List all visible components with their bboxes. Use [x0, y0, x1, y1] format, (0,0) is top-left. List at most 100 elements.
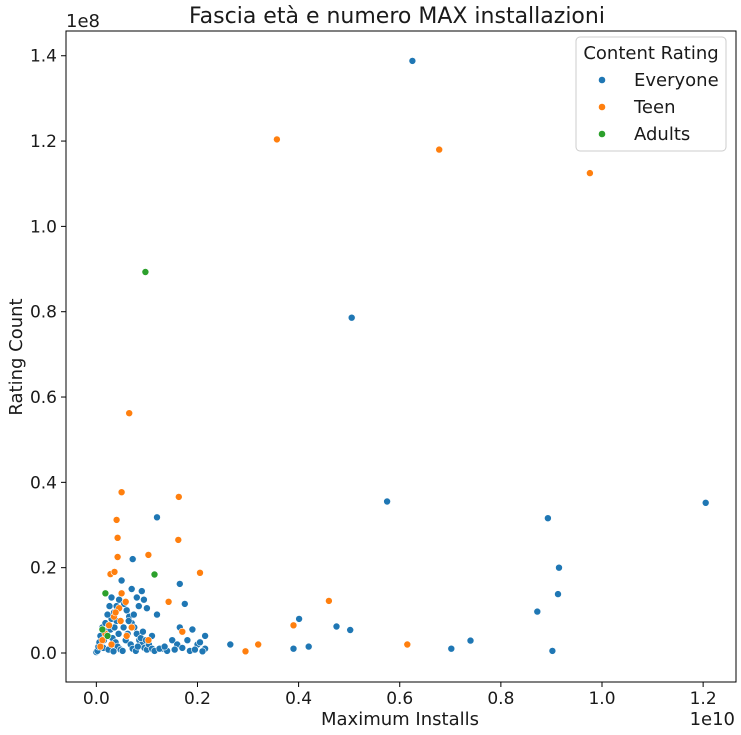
scatter-point-teen — [144, 636, 153, 645]
scatter-point-teen — [175, 493, 183, 501]
scatter-point-teen — [105, 621, 113, 630]
scatter-point-teen — [403, 640, 412, 649]
scatter-point-everyone — [135, 602, 143, 610]
y-tick-label: 0.2 — [30, 559, 57, 579]
y-tick-label: 0.4 — [30, 473, 57, 493]
scatter-point-teen — [586, 169, 594, 177]
scatter-point-everyone — [289, 644, 298, 653]
scatter-point-everyone — [139, 627, 147, 636]
y-tick-label: 1.0 — [30, 217, 57, 237]
scatter-point-teen — [178, 627, 187, 636]
scatter-point-adults — [103, 632, 112, 640]
scatter-point-everyone — [134, 642, 142, 651]
scatter-point-everyone — [178, 644, 187, 652]
scatter-point-everyone — [347, 313, 356, 322]
scatter-point-teen — [125, 409, 133, 418]
scatter-point-everyone — [554, 590, 562, 598]
scatter-point-everyone — [118, 647, 127, 655]
y-tick-label: 0.6 — [30, 388, 57, 408]
y-tick-label: 1.4 — [30, 47, 57, 67]
scatter-point-everyone — [114, 629, 123, 638]
scatter-point-teen — [117, 488, 126, 497]
scatter-point-teen — [122, 632, 131, 640]
chart-title: Fascia età e numero MAX installazioni — [189, 4, 605, 29]
axes-layer: 0.0 0.2 0.4 0.6 0.8 1.0 1.2 0.0 0.2 0.4 0.6 0.8 1.0 1… — [30, 30, 737, 709]
scatter-point-teen — [174, 536, 183, 544]
scatter-point-everyone — [447, 644, 456, 653]
scatter-point-everyone — [117, 576, 126, 585]
y-axis-label: Rating Count — [6, 298, 27, 415]
legend-box — [575, 36, 727, 152]
x-axis-offset-label: 1e10 — [690, 709, 735, 730]
scatter-point-everyone — [183, 636, 192, 645]
scatter-point-everyone — [153, 610, 161, 619]
scatter-point-everyone — [105, 602, 114, 610]
scatter-point-everyone — [188, 625, 197, 634]
plot-frame — [65, 30, 737, 683]
y-axis-offset-label: 1e8 — [66, 11, 100, 32]
scatter-point-teen — [110, 568, 119, 576]
scatter-point-teen — [325, 597, 333, 605]
scatter-point-everyone — [548, 647, 557, 655]
scatter-point-teen — [196, 568, 204, 577]
scatter-point-everyone — [130, 610, 138, 619]
y-tick-label: 0.8 — [30, 303, 57, 323]
scatter-point-teen — [164, 597, 173, 606]
scatter-point-teen — [96, 642, 105, 651]
scatter-point-everyone — [138, 587, 146, 595]
scatter-point-everyone — [198, 647, 207, 656]
x-tick-label: 0.2 — [184, 689, 211, 709]
scatter-point-everyone — [701, 498, 710, 507]
scatter-point-adults — [101, 589, 110, 598]
scatter-point-everyone — [176, 580, 184, 588]
scatter-point-everyone — [555, 563, 563, 572]
scatter-point-everyone — [191, 645, 199, 654]
scatter-point-everyone — [346, 626, 355, 634]
scatter-point-everyone — [201, 632, 209, 640]
scatter-point-teen — [254, 640, 263, 649]
scatter-point-everyone — [127, 585, 136, 593]
scatter-point-teen — [121, 597, 130, 606]
scatter-point-adults — [141, 268, 150, 276]
scatter-point-teen — [435, 145, 444, 154]
scatter-point-everyone — [383, 497, 391, 506]
x-axis-label: Maximum Installs — [321, 709, 479, 730]
scatter-point-teen — [127, 623, 136, 632]
scatter-point-everyone — [153, 513, 161, 522]
scatter-point-teen — [107, 640, 116, 649]
scatter-point-teen — [113, 553, 122, 561]
scatter-point-everyone — [295, 615, 303, 623]
scatter-point-everyone — [107, 593, 116, 602]
scatter-point-everyone — [408, 57, 417, 65]
scatter-point-everyone — [124, 617, 133, 625]
scatter-point-everyone — [304, 642, 313, 651]
scatter-point-everyone — [140, 595, 148, 604]
scatter-point-everyone — [109, 647, 118, 656]
scatter-point-everyone — [544, 514, 552, 523]
y-tick-label: 1.2 — [30, 132, 57, 152]
scatter-point-everyone — [196, 638, 204, 647]
legend-title: Content Rating — [583, 43, 718, 64]
y-tick-label: 0.0 — [30, 644, 57, 664]
legend-label-everyone: Everyone — [634, 70, 719, 91]
scatter-point-everyone — [533, 607, 542, 616]
scatter-point-everyone — [122, 606, 131, 615]
x-tick-label: 0.4 — [285, 689, 312, 709]
x-tick-label: 0.0 — [83, 689, 110, 709]
scatter-point-teen — [241, 647, 250, 656]
scatter-point-everyone — [226, 640, 235, 649]
scatter-point-teen — [289, 621, 298, 630]
scatter-point-everyone — [133, 593, 141, 602]
scatter-point-everyone — [160, 642, 169, 651]
scatter-point-teen — [112, 516, 121, 524]
legend: Content Rating Everyone Teen Adults — [575, 36, 727, 152]
scatter-point-everyone — [170, 645, 179, 654]
x-tick-label: 0.6 — [386, 689, 413, 709]
scatter-point-everyone — [466, 636, 475, 645]
scatter-point-everyone — [119, 623, 128, 632]
scatter-point-everyone — [128, 555, 137, 563]
scatter-point-adults — [98, 625, 107, 634]
scatter-point-teen — [144, 551, 153, 559]
x-tick-label: 0.8 — [487, 689, 514, 709]
